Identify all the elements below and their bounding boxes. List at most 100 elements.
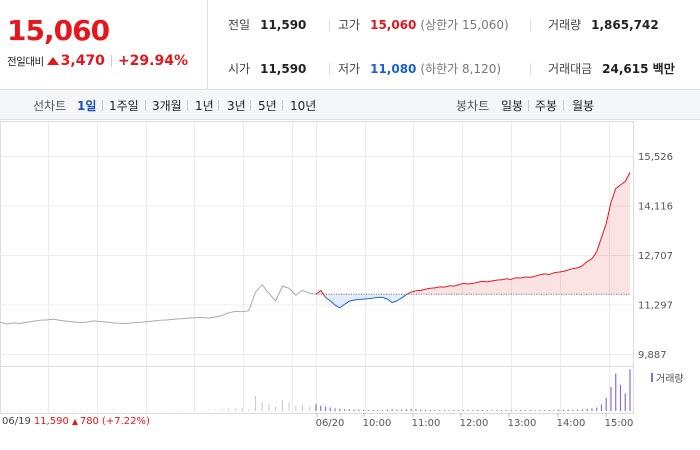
today-area-segment (625, 172, 630, 295)
stat-turnover: 거래대금 24,615 백만 (548, 60, 675, 77)
x-tick-label: 15:00 (605, 418, 634, 429)
today-area-segment (610, 188, 616, 295)
tab-5year[interactable]: 5년 (258, 99, 277, 113)
volume-legend: 거래량 (651, 373, 684, 385)
prev-day-summary: 06/19 11,590 780 (+7.22%) (2, 416, 150, 427)
today-series-segment (553, 271, 559, 274)
tab-daily-candle[interactable]: 일봉 (501, 99, 524, 113)
today-series-segment (373, 296, 378, 299)
today-series-segment (315, 289, 322, 295)
today-series-segment (558, 270, 564, 273)
today-area-segment (382, 294, 388, 300)
today-series-segment (520, 276, 526, 279)
today-area-segment (458, 283, 464, 295)
tab-10year[interactable]: 10년 (290, 99, 317, 113)
today-series-segment (391, 300, 398, 304)
today-area-segment (572, 267, 578, 295)
today-series-segment (425, 287, 431, 290)
today-area-segment (539, 273, 545, 295)
lower-limit: (하한가 8,120) (420, 62, 502, 76)
today-area-segment (501, 278, 507, 295)
today-series-segment (482, 280, 488, 283)
today-series-segment (539, 273, 545, 276)
today-series-segment (600, 223, 607, 238)
today-series-segment (548, 272, 555, 276)
prev-date: 06/19 (2, 416, 31, 427)
stat-prev-close: 전일 11,590 (228, 16, 306, 33)
today-area-segment (587, 258, 592, 295)
today-area-segment (477, 281, 483, 295)
today-area-segment (530, 276, 535, 295)
today-area-segment (549, 272, 554, 295)
stat-label: 전일 (228, 18, 251, 32)
today-series-segment (605, 202, 612, 224)
today-area-segment (377, 294, 383, 298)
prev-change: 780 (79, 416, 99, 427)
x-tick-label: 14:00 (557, 418, 586, 429)
today-area-segment (354, 294, 359, 301)
today-area-segment (558, 271, 564, 295)
today-area-segment (330, 294, 336, 306)
today-series-segment (620, 181, 626, 186)
today-series-segment (610, 188, 617, 203)
upper-limit: (상한가 15,060) (420, 18, 509, 32)
line-chart-label: 선차트 (33, 99, 67, 113)
tab-1week[interactable]: 1주일 (109, 99, 139, 113)
today-area-segment (568, 268, 573, 295)
up-arrow-icon (71, 418, 78, 425)
tab-monthly-candle[interactable]: 월봉 (572, 99, 595, 113)
today-series-segment (329, 300, 336, 306)
change-value: 3,470 (60, 53, 105, 69)
today-series-segment (582, 261, 588, 267)
today-area-segment (363, 294, 369, 300)
volume-legend-label: 거래량 (656, 373, 684, 385)
today-series-segment (444, 285, 450, 288)
today-fill (316, 172, 630, 308)
today-series-segment (563, 269, 569, 272)
today-area-segment (387, 294, 393, 303)
divider (187, 100, 188, 111)
today-series-segment (624, 172, 631, 182)
tab-1day[interactable]: 1일 (77, 99, 97, 113)
divider (110, 55, 112, 67)
x-axis: 06/20 10:00 11:00 12:00 13:00 14:00 15:00 (316, 413, 634, 429)
stat-label: 고가 (338, 18, 361, 32)
volume-legend-swatch (651, 373, 653, 382)
today-area-segment (444, 285, 450, 295)
today-area-segment (563, 269, 569, 295)
today-area-segment (434, 286, 440, 295)
today-area-segment (425, 288, 431, 295)
today-area-segment (506, 278, 512, 295)
stat-value: 1,865,742 (591, 18, 659, 32)
today-area-segment (606, 202, 611, 295)
today-area-segment (596, 237, 602, 295)
today-area-segment (468, 283, 473, 295)
today-area-segment (396, 294, 402, 301)
y-tick-label: 15,526 (638, 152, 673, 163)
today-area-segment (411, 290, 416, 295)
prev-price: 11,590 (33, 416, 69, 427)
stat-value: 24,615 백만 (602, 62, 675, 76)
divider (329, 63, 330, 75)
y-tick-label: 9,887 (638, 350, 667, 361)
today-series-segment (420, 288, 426, 291)
today-area-segment (392, 294, 397, 303)
today-area-segment (520, 276, 526, 295)
today-series-segment (353, 298, 359, 301)
today-area-segment (525, 276, 531, 295)
chart-tabs: 선차트 1일 1주일 3개월 1년 3년 5년 10년 봉차트 일봉 주봉 월봉 (0, 91, 700, 120)
today-area-segment (439, 286, 445, 295)
tab-1year[interactable]: 1년 (195, 99, 214, 113)
tab-3year[interactable]: 3년 (227, 99, 246, 113)
tab-weekly-candle[interactable]: 주봉 (535, 99, 558, 113)
today-series-segment (320, 290, 326, 298)
today-area-segment (430, 287, 435, 295)
stat-value: 11,080 (370, 62, 417, 76)
today-area-segment (473, 282, 478, 295)
y-axis: 15,526 14,116 12,707 11,297 9,887 (638, 152, 673, 361)
today-area-segment (335, 294, 340, 308)
today-area-segment (511, 277, 516, 295)
tab-3month[interactable]: 3개월 (152, 99, 182, 113)
stat-value: 15,060 (370, 18, 417, 32)
stat-open: 시가 11,590 (228, 60, 306, 77)
